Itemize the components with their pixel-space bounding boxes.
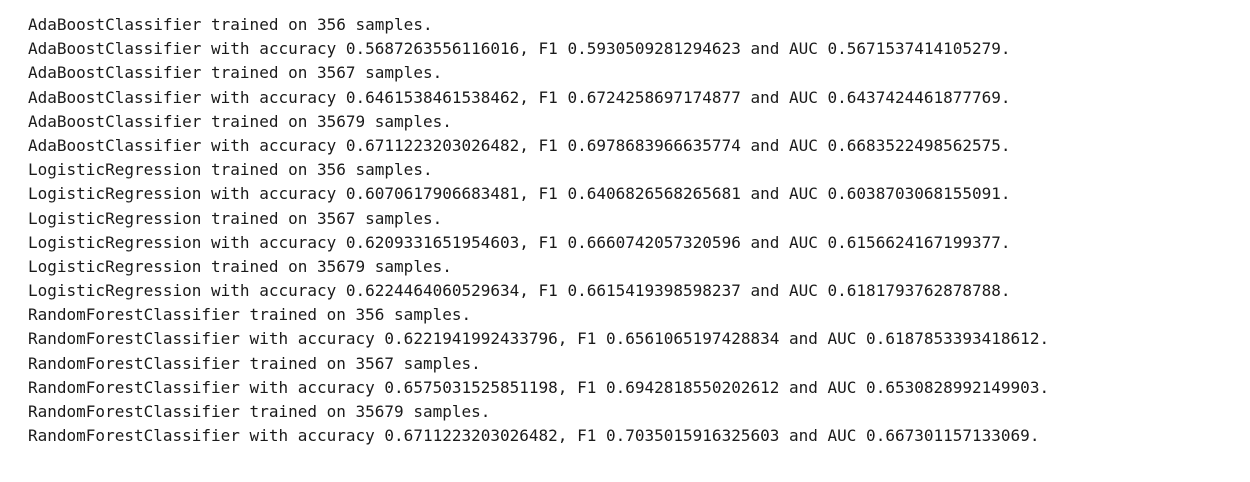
output-line: AdaBoostClassifier with accuracy 0.56872…: [28, 39, 1011, 59]
output-line: RandomForestClassifier with accuracy 0.6…: [28, 377, 1050, 397]
output-line: AdaBoostClassifier trained on 356 sample…: [28, 15, 433, 34]
output-line: RandomForestClassifier trained on 3567 s…: [28, 353, 481, 373]
output-line: RandomForestClassifier trained on 35679 …: [28, 402, 491, 421]
output-line: RandomForestClassifier with accuracy 0.6…: [28, 329, 1050, 349]
output-line: LogisticRegression trained on 356 sample…: [28, 160, 433, 180]
output-line: LogisticRegression trained on 35679 samp…: [28, 256, 452, 276]
output-line: AdaBoostClassifier trained on 35679 samp…: [28, 111, 452, 131]
output-line: RandomForestClassifier trained on 356 sa…: [28, 305, 472, 325]
output-line: AdaBoostClassifier with accuracy 0.64615…: [28, 87, 1011, 107]
output-line: LogisticRegression with accuracy 0.60706…: [28, 184, 1011, 204]
output-line: LogisticRegression with accuracy 0.62244…: [28, 281, 1011, 301]
output-line: AdaBoostClassifier trained on 3567 sampl…: [28, 63, 443, 83]
output-line: LogisticRegression with accuracy 0.62093…: [28, 232, 1011, 252]
output-line: LogisticRegression trained on 3567 sampl…: [28, 208, 443, 228]
output-line: RandomForestClassifier with accuracy 0.6…: [28, 426, 1040, 446]
console-output: AdaBoostClassifier trained on 356 sample…: [28, 13, 1238, 448]
output-line: AdaBoostClassifier with accuracy 0.67112…: [28, 135, 1011, 155]
